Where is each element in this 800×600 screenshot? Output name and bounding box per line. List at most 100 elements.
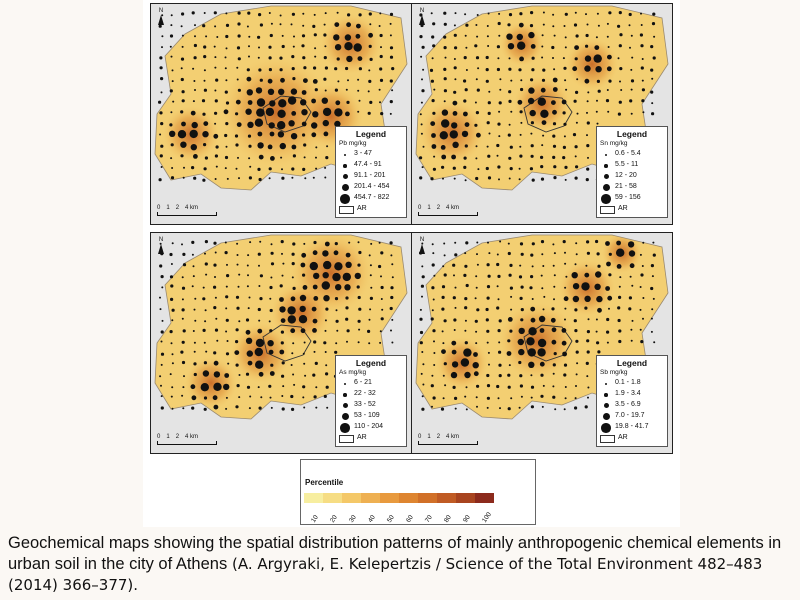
- sample-point: [606, 317, 610, 322]
- sample-point: [618, 329, 622, 333]
- sample-point: [183, 166, 185, 169]
- sample-point: [464, 122, 470, 127]
- sample-point: [291, 352, 294, 355]
- ramp-label: 60: [405, 514, 415, 525]
- sample-point: [257, 328, 263, 334]
- sample-point: [258, 154, 264, 160]
- sample-point: [517, 338, 524, 346]
- sample-point: [249, 395, 252, 398]
- sample-point: [486, 373, 490, 378]
- sample-point: [342, 272, 351, 282]
- legend-symbol-icon: [605, 382, 607, 385]
- sample-point: [326, 406, 329, 409]
- sample-point: [509, 286, 513, 290]
- sample-point: [357, 263, 361, 267]
- sample-point: [380, 298, 383, 300]
- sample-point: [235, 167, 238, 170]
- sample-point: [641, 265, 644, 267]
- sample-point: [420, 372, 423, 375]
- sample-point: [474, 123, 478, 127]
- sample-point: [564, 165, 568, 169]
- sample-point: [628, 12, 632, 17]
- sample-point: [248, 407, 251, 410]
- sample-point: [510, 295, 513, 298]
- sample-point: [605, 286, 610, 291]
- sample-point: [304, 374, 307, 377]
- sample-point: [159, 111, 163, 115]
- sample-point: [268, 68, 272, 72]
- sample-point: [193, 56, 197, 60]
- sample-point: [303, 406, 306, 409]
- legend-class-label: 5.5 - 11: [615, 161, 639, 169]
- sample-point: [507, 43, 515, 50]
- sample-point: [247, 307, 250, 310]
- sample-point: [180, 25, 183, 28]
- ar-swatch: [600, 205, 615, 214]
- sample-point: [190, 384, 196, 390]
- sample-point: [537, 97, 546, 106]
- sample-point: [530, 44, 536, 49]
- sample-point: [485, 55, 489, 60]
- sample-point: [541, 253, 544, 256]
- sample-point: [357, 319, 361, 323]
- sample-point: [236, 306, 240, 310]
- sample-point: [202, 24, 206, 28]
- sample-point: [606, 261, 611, 267]
- sample-point: [169, 373, 172, 376]
- sample-point: [451, 122, 458, 129]
- sample-point: [488, 252, 491, 255]
- sample-point: [440, 407, 445, 411]
- sample-point: [159, 56, 163, 60]
- sample-point: [249, 165, 252, 168]
- sample-point: [421, 78, 423, 81]
- sample-point: [542, 134, 545, 137]
- sample-point: [572, 295, 580, 303]
- sample-point: [389, 12, 394, 16]
- sample-point: [160, 352, 165, 356]
- sample-point: [368, 254, 371, 257]
- sample-point: [180, 67, 183, 70]
- sample-point: [606, 35, 609, 38]
- sample-point: [303, 362, 306, 365]
- sample-point: [224, 133, 228, 138]
- sample-point: [194, 24, 196, 27]
- sample-point: [486, 296, 490, 300]
- sample-point: [302, 12, 305, 15]
- sample-point: [248, 176, 252, 180]
- legend-class-label: 33 - 52: [354, 401, 376, 409]
- sample-point: [421, 89, 425, 93]
- sample-point: [268, 177, 271, 180]
- sample-point: [652, 56, 656, 60]
- sample-point: [452, 100, 458, 106]
- sample-point: [259, 78, 263, 82]
- sample-point: [258, 177, 262, 182]
- sample-point: [226, 274, 230, 278]
- ramp-cell: [418, 493, 437, 503]
- sample-point: [422, 363, 425, 366]
- sample-point: [486, 341, 489, 344]
- sample-point: [235, 328, 239, 332]
- sample-point: [346, 22, 351, 28]
- sample-point: [369, 100, 373, 104]
- sample-point: [257, 35, 261, 39]
- sample-point: [192, 275, 195, 278]
- sample-point: [475, 396, 478, 399]
- sample-point: [485, 318, 489, 322]
- sample-point: [419, 113, 422, 116]
- sample-point: [191, 285, 194, 288]
- sample-point: [181, 121, 186, 127]
- sample-point: [606, 22, 609, 25]
- sample-point: [213, 371, 221, 378]
- sample-point: [530, 306, 536, 312]
- sample-point: [346, 329, 350, 333]
- sample-point: [461, 130, 469, 138]
- ramp-cell: [437, 493, 456, 503]
- sample-point: [564, 307, 567, 310]
- sample-point: [499, 88, 502, 91]
- sample-point: [597, 89, 601, 93]
- sample-point: [159, 154, 163, 158]
- sample-point: [270, 363, 274, 367]
- sample-point: [355, 33, 361, 39]
- sample-point: [642, 297, 645, 299]
